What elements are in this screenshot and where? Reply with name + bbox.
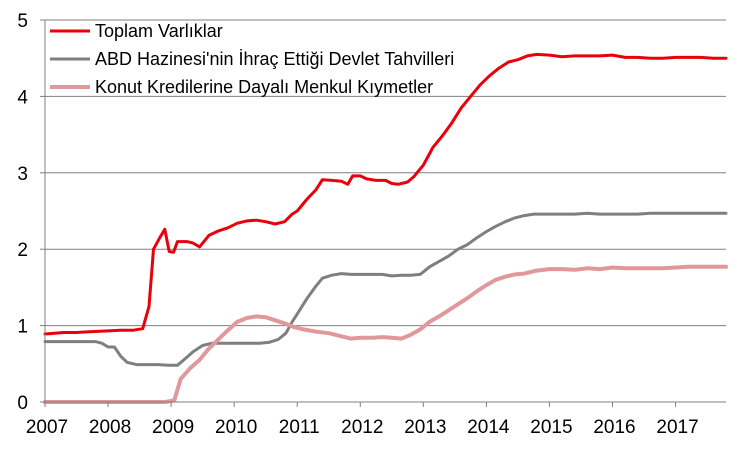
y-tick-label: 2 <box>17 240 28 261</box>
x-tick-label: 2017 <box>656 417 698 438</box>
series-line-0 <box>43 52 728 336</box>
gridlines <box>45 19 726 327</box>
x-tick-label: 2010 <box>215 417 257 438</box>
x-tick-label: 2011 <box>279 417 320 438</box>
plot-lines <box>43 52 728 404</box>
x-tick-label: 2013 <box>404 417 446 438</box>
x-tick-label: 2015 <box>530 417 572 438</box>
x-tick-label: 2007 <box>26 417 68 438</box>
y-tick-label: 1 <box>17 317 28 338</box>
legend-label-2: Konut Kredilerine Dayalı Menkul Kıymetle… <box>95 77 433 97</box>
x-tick-label: 2016 <box>593 417 635 438</box>
legend: Toplam Varlıklar ABD Hazinesi'nin İhraç E… <box>50 21 454 97</box>
legend-label-1: ABD Hazinesi'nin İhraç Ettiği Devlet Tah… <box>95 49 454 69</box>
x-tick-label: 2009 <box>152 417 194 438</box>
y-tick-label: 3 <box>17 164 28 185</box>
y-tick-label: 4 <box>17 87 28 108</box>
series-line-1 <box>43 211 728 367</box>
legend-label-0: Toplam Varlıklar <box>95 21 223 41</box>
x-tick-label: 2012 <box>341 417 383 438</box>
x-tick-label: 2008 <box>89 417 131 438</box>
y-tick-labels: 0 1 2 3 4 5 <box>17 11 28 414</box>
axes <box>40 19 726 407</box>
x-tick-labels: 2007 2008 2009 2010 2011 2012 2013 2014 2015 2016… <box>26 417 699 438</box>
x-tick-label: 2014 <box>467 417 510 438</box>
series-line-2 <box>43 264 728 404</box>
y-tick-label: 5 <box>17 11 28 32</box>
y-tick-label: 0 <box>17 393 28 414</box>
